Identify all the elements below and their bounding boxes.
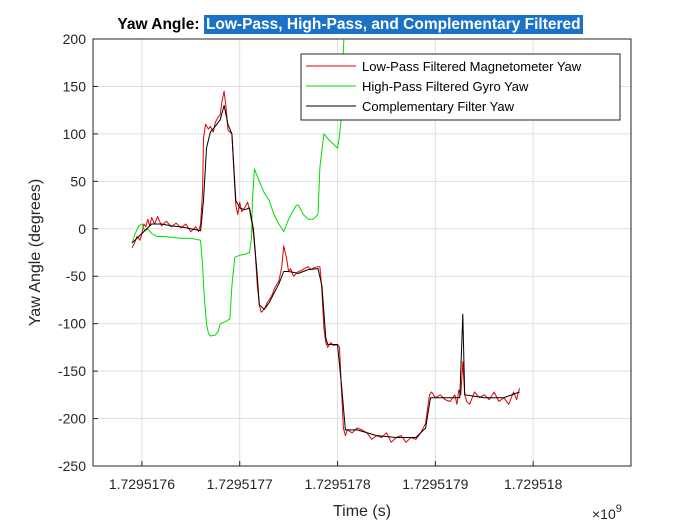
series-complementary — [131, 104, 520, 438]
x-tick-label: 1.7295176 — [109, 476, 175, 492]
tick-layer: 1.7295176 1.7295177 1.7295178 1.7295179 1.72… — [58, 31, 563, 492]
series-low-pass-magnetometer — [131, 90, 520, 443]
chart-title-part2: Low-Pass, High-Pass, and Complementary F… — [203, 15, 583, 34]
legend-label-low-pass: Low-Pass Filtered Magnetometer Yaw — [362, 59, 582, 74]
legend-item-low-pass: Low-Pass Filtered Magnetometer Yaw — [306, 59, 582, 74]
legend-box — [300, 53, 621, 121]
chart-title: Yaw Angle: Low-Pass, High-Pass, and Comp… — [0, 15, 700, 34]
legend-item-complementary: Complementary Filter Yaw — [306, 99, 515, 114]
x-axis-exponent-base: ×10 — [592, 506, 616, 522]
legend: Low-Pass Filtered Magnetometer Yaw High-… — [300, 53, 621, 121]
x-tick-label: 1.7295177 — [207, 476, 273, 492]
legend-label-high-pass: High-Pass Filtered Gyro Yaw — [362, 79, 529, 94]
legend-item-high-pass: High-Pass Filtered Gyro Yaw — [306, 79, 529, 94]
chart-title-part1: Yaw Angle: — [117, 16, 200, 33]
y-tick-label: 100 — [63, 126, 87, 142]
series-high-pass-gyro — [131, 39, 345, 337]
axes-box — [92, 38, 632, 467]
y-tick-label: 0 — [78, 221, 86, 237]
y-tick-label: 50 — [70, 173, 86, 189]
y-tick-label: 150 — [63, 78, 87, 94]
series-layer — [131, 39, 520, 443]
x-tick-label: 1.729518 — [504, 476, 563, 492]
y-tick-label: -200 — [58, 411, 86, 427]
x-tick-label: 1.7295178 — [304, 476, 370, 492]
x-axis-exponent-power: 9 — [616, 503, 622, 515]
x-axis-label: Time (s) — [333, 503, 391, 520]
y-tick-label: -50 — [66, 268, 86, 284]
x-tick-label: 1.7295179 — [402, 476, 468, 492]
y-tick-label: 200 — [63, 31, 87, 47]
legend-label-complementary: Complementary Filter Yaw — [362, 99, 515, 114]
y-tick-label: -100 — [58, 316, 86, 332]
y-tick-label: -250 — [58, 458, 86, 474]
x-axis-exponent: ×109 — [592, 503, 622, 522]
y-tick-label: -150 — [58, 363, 86, 379]
y-axis-label: Yaw Angle (degrees) — [27, 179, 44, 326]
